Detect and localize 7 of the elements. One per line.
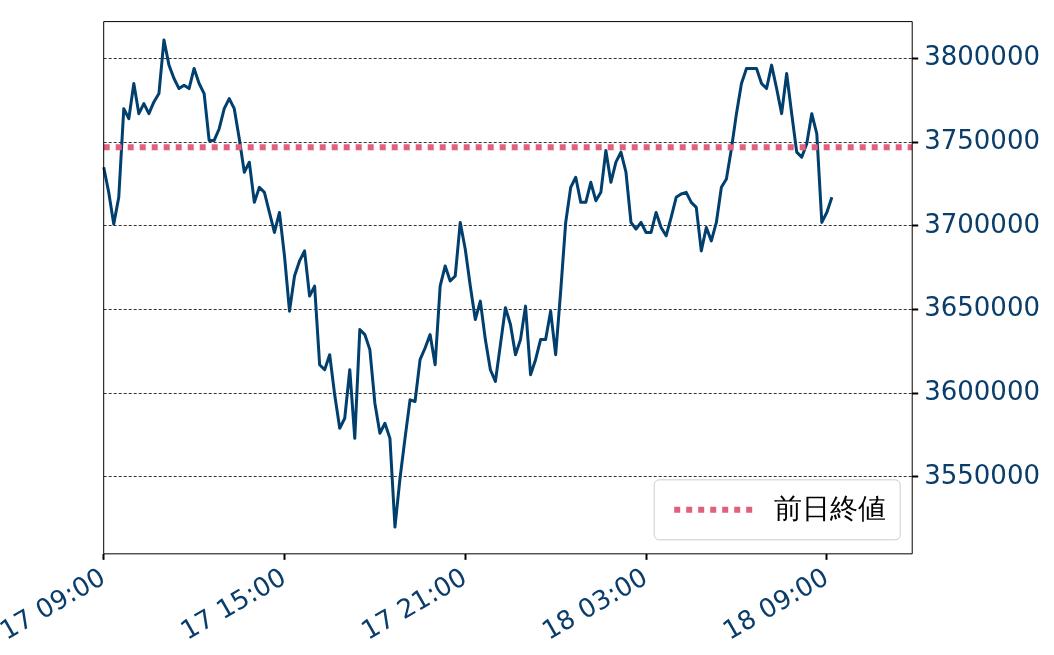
legend-label: 前日終値 xyxy=(774,492,887,526)
y-tick-label: 3750000 xyxy=(924,124,1040,155)
y-tick-label: 3800000 xyxy=(924,41,1040,72)
y-tick-label: 3550000 xyxy=(924,459,1040,490)
y-tick-label: 3600000 xyxy=(924,375,1040,406)
y-tick-label: 3700000 xyxy=(924,208,1040,239)
y-tick-label: 3650000 xyxy=(924,292,1040,323)
